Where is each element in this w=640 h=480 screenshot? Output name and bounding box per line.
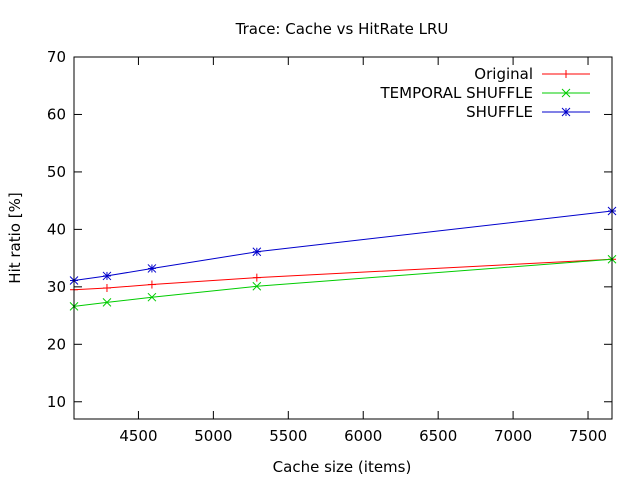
data-point [102,298,112,307]
series-line [73,258,613,291]
data-point [102,283,111,292]
x-tick-label: 5000 [194,427,232,445]
legend-label: Original [474,65,533,83]
x-tick-label: 4500 [119,427,157,445]
data-point [147,264,157,273]
y-tick-label: 10 [47,393,66,411]
x-tick-label: 5500 [269,427,307,445]
legend-marker [561,107,571,117]
y-tick-label: 70 [47,48,66,66]
legend-marker [562,70,570,78]
x-tick-label: 7000 [494,427,532,445]
x-tick-label: 6000 [344,427,382,445]
data-point [252,247,262,257]
x-axis-label: Cache size (items) [273,458,412,476]
x-tick-label: 7500 [569,427,607,445]
y-tick-label: 40 [47,220,66,238]
y-tick-label: 60 [47,105,66,123]
y-axis-label: Hit ratio [%] [6,192,24,283]
plot-frame [73,56,613,420]
plot-series [69,206,617,311]
series-line [73,210,613,281]
y-tick-label: 30 [47,278,66,296]
chart-title: Trace: Cache vs HitRate LRU [235,20,449,38]
series-0 [70,255,616,294]
data-point [102,271,112,281]
legend-label: SHUFFLE [466,103,533,121]
data-point [252,273,261,282]
x-axis: 4500 5000 5500 6000 6500 7000 7500 [119,57,607,445]
y-tick-label: 20 [47,335,66,353]
x-tick-label: 6500 [419,427,457,445]
data-point [252,281,262,291]
legend-marker [561,88,571,98]
legend-label: TEMPORAL SHUFFLE [379,84,533,102]
data-point [147,292,157,302]
data-point [147,280,156,289]
y-tick-label: 50 [47,163,66,181]
